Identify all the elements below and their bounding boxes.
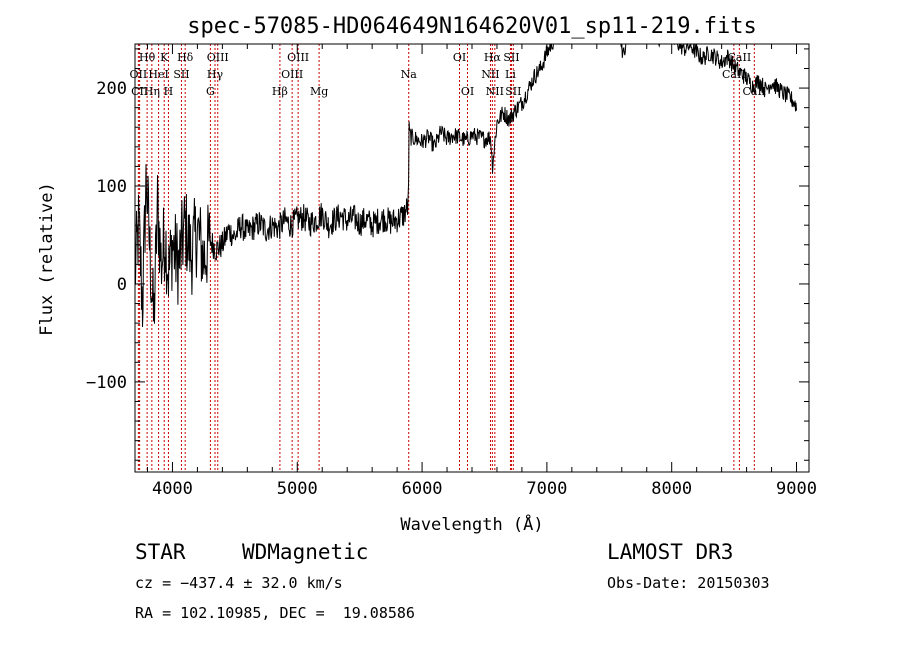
line-label-sii: SII — [503, 51, 519, 64]
redshift-velocity: cz = −437.4 ± 32.0 km/s — [135, 574, 343, 592]
line-label-nii: NII — [481, 68, 499, 81]
line-label-hγ: Hγ — [207, 68, 224, 81]
line-label-hei: HeI — [148, 68, 168, 81]
line-label-oi: OI — [453, 51, 466, 64]
object-subclass-label: WDMagnetic — [242, 540, 369, 564]
line-label-sii: SII — [505, 85, 521, 98]
line-label-h: H — [164, 85, 174, 98]
y-axis: −100 0 100 200 — [86, 48, 809, 461]
plot-frame — [134, 43, 810, 473]
line-label-oiii: OIII — [207, 51, 229, 64]
line-label-hβ: Hβ — [272, 85, 288, 98]
chart-title: spec-57085-HD064649N164620V01_sp11-219.f… — [187, 14, 757, 39]
line-label-g: G — [206, 85, 215, 98]
x-tick-label: 9000 — [776, 479, 817, 499]
observation-date: Obs-Date: 20150303 — [607, 574, 770, 592]
spectral-line-markers — [137, 44, 755, 472]
y-axis-label: Flux (relative) — [37, 182, 57, 336]
y-tick-label: −100 — [86, 373, 127, 393]
line-label-caii: CaII — [728, 51, 752, 64]
survey-label: LAMOST DR3 — [607, 540, 734, 564]
y-tick-label: 200 — [96, 79, 127, 99]
line-label-mg: Mg — [310, 85, 328, 98]
line-label-oiii: OIII — [281, 68, 303, 81]
line-label-li: Li — [505, 68, 516, 81]
line-label-hα: Hα — [484, 51, 502, 64]
line-label-oi: OI — [461, 85, 474, 98]
x-axis: 4000 5000 6000 7000 8000 9000 — [146, 44, 817, 499]
x-tick-label: 4000 — [152, 479, 193, 499]
line-label-oiii: OIII — [287, 51, 309, 64]
coordinates: RA = 102.10985, DEC = 19.08586 — [135, 604, 415, 622]
line-label-na: Na — [401, 68, 418, 81]
spectrum-series-line — [134, 42, 797, 328]
line-label-hθ: Hθ — [139, 51, 156, 64]
y-tick-label: 0 — [117, 275, 127, 295]
x-tick-label: 8000 — [651, 479, 692, 499]
object-class-label: STAR — [135, 540, 186, 564]
line-label-hη: Hη — [144, 85, 160, 98]
line-label-nii: NII — [486, 85, 504, 98]
y-tick-label: 100 — [96, 177, 127, 197]
x-tick-label: 5000 — [277, 479, 318, 499]
x-axis-label: Wavelength (Å) — [400, 513, 543, 535]
line-label-hδ: Hδ — [177, 51, 194, 64]
line-label-sii: SII — [173, 68, 189, 81]
line-label-oii: OII — [130, 68, 148, 81]
line-label-k: K — [160, 51, 169, 64]
x-tick-label: 7000 — [526, 479, 567, 499]
x-tick-label: 6000 — [402, 479, 443, 499]
